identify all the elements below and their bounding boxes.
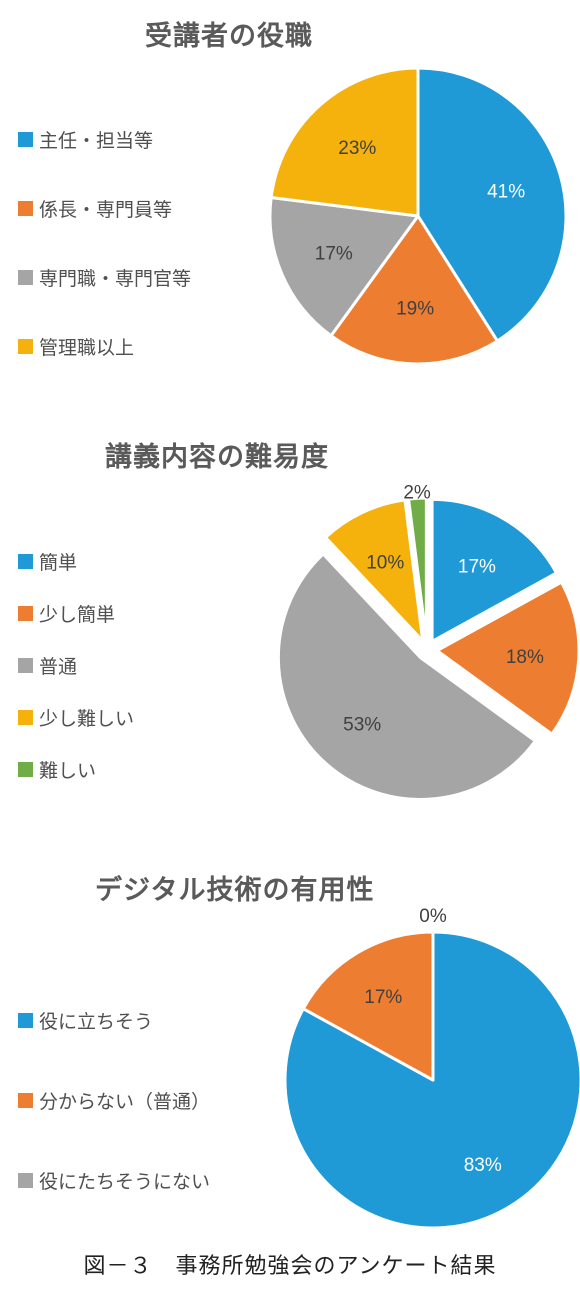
legend-item: 簡単 [18,535,134,587]
legend-swatch [18,761,33,777]
legend-swatch [18,1012,33,1028]
pie-chart-1: 41% 19% 17% 23% [268,66,568,366]
legend-label: 係長・専門員等 [39,199,173,221]
pie-chart-panel-1: 41% 19% 17% 23% 受講者の役職 主任・担当等 係長・専門員等 専門職・専門官… [0,0,580,390]
data-label-3: 17% [315,243,353,264]
legend-item: 少し簡単 [18,587,134,639]
legend-label: 役に立ちそう [39,1010,154,1033]
legend-item: 役にたちそうにない [18,1140,210,1220]
legend-item: 主任・担当等 [18,105,191,174]
legend-item: 分からない（普通） [18,1060,210,1140]
chart-title: 講義内容の難易度 [105,442,329,473]
legend-label: 分からない（普通） [39,1090,211,1113]
legend-swatch [18,339,33,354]
legend-label: 主任・担当等 [39,130,154,152]
chart-legend: 簡単少し簡単普通少し難しい難しい [18,535,134,795]
pie-slice-5 [407,496,428,642]
legend-swatch [18,709,33,725]
legend-swatch [18,270,33,285]
data-label-3: 0% [419,906,447,927]
data-label-1: 17% [458,557,496,578]
legend-item: 役に立ちそう [18,980,210,1060]
data-label-3: 53% [343,715,381,736]
pie-slice-4 [269,66,420,218]
pie-chart-3: 83% 17% 0% [283,906,580,1230]
legend-label: 専門職・専門官等 [39,268,192,290]
chart-legend: 役に立ちそう分からない（普通） 役にたちそうにない [18,980,210,1220]
legend-item: 係長・専門員等 [18,174,191,243]
pie-chart-2: 17% 18% 53% 10% 2% [276,482,580,801]
pie-slice-3 [276,552,537,801]
legend-swatch [18,657,33,673]
data-label-1: 41% [487,181,525,202]
chart-title: 受講者の役職 [145,21,313,52]
legend-label: 普通 [39,655,78,678]
chart-legend: 主任・担当等 係長・専門員等 専門職・専門官等 管理職以上 [18,105,191,381]
legend-label: 少し簡単 [39,603,116,626]
pie-slice-3 [268,195,420,338]
data-label-4: 10% [366,552,404,573]
legend-label: 役にたちそうにない [39,1170,211,1193]
legend-swatch [18,605,33,621]
legend-swatch [18,1172,33,1188]
data-label-2: 18% [506,647,544,668]
legend-label: 管理職以上 [39,337,135,359]
pie-slice-2 [301,930,435,1082]
data-label-4: 23% [338,138,376,159]
pie-slice-2 [329,214,499,366]
legend-label: 少し難しい [39,707,135,730]
legend-label: 簡単 [39,551,78,574]
pie-slice-4 [324,498,425,643]
data-label-1: 83% [464,1155,502,1176]
legend-item: 専門職・専門官等 [18,243,191,312]
pie-chart-panel-2: 17% 18% 53% 10% 2% 講義内容の難易度 簡単少し簡単普通少し難しい難しい [0,425,580,825]
data-label-5: 2% [403,482,431,503]
legend-swatch [18,1092,33,1108]
pie-slice-2 [435,580,580,736]
legend-item: 少し難しい [18,691,134,743]
pie-slice-1 [430,497,559,643]
legend-swatch [18,201,33,216]
data-label-2: 17% [364,987,402,1008]
data-label-2: 19% [396,299,434,320]
legend-label: 難しい [39,759,97,782]
legend-swatch [18,132,33,147]
legend-item: 難しい [18,743,134,795]
legend-item: 普通 [18,639,134,691]
legend-swatch [18,553,33,569]
pie-chart-panel-3: 83% 17% 0% デジタル技術の有用性 役に立ちそう分からない（普通） 役にたちそ… [0,860,580,1230]
legend-item: 管理職以上 [18,312,191,381]
figure-caption: 図－３ 事務所勉強会のアンケート結果 [83,1254,497,1279]
chart-title: デジタル技術の有用性 [95,875,375,906]
